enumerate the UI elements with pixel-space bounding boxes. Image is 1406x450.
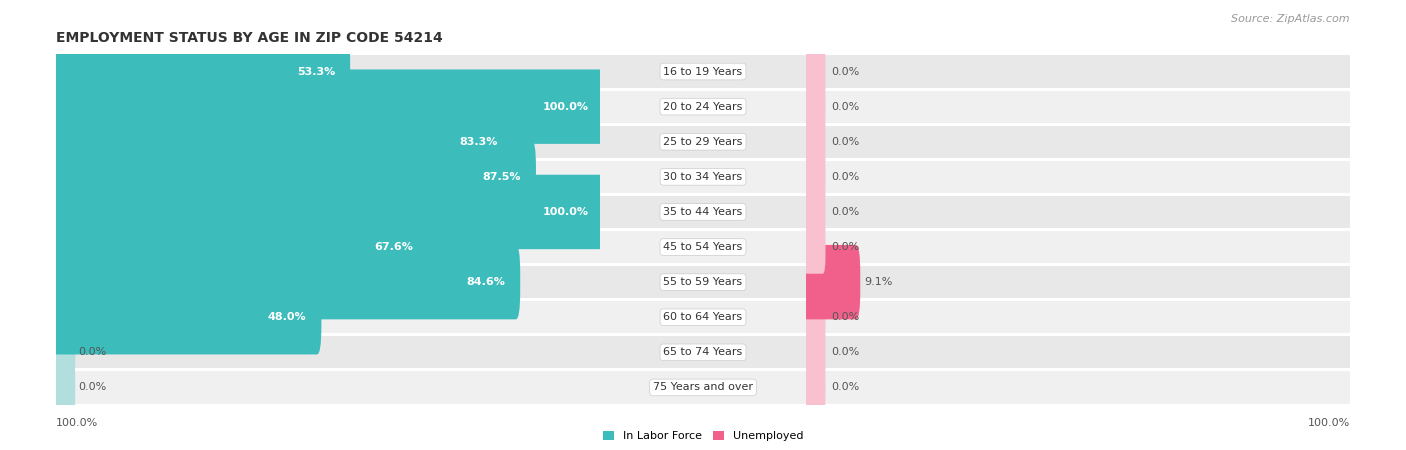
Text: 0.0%: 0.0%	[831, 242, 859, 252]
Bar	[807, 301, 1350, 333]
Bar	[599, 196, 807, 228]
FancyBboxPatch shape	[52, 104, 513, 179]
Bar	[599, 161, 807, 193]
FancyBboxPatch shape	[803, 245, 860, 320]
FancyBboxPatch shape	[804, 115, 825, 168]
Bar	[807, 371, 1350, 404]
FancyBboxPatch shape	[804, 220, 825, 274]
Bar	[56, 126, 599, 158]
Bar	[807, 336, 1350, 369]
Text: 0.0%: 0.0%	[831, 172, 859, 182]
Bar	[599, 231, 807, 263]
Bar	[56, 301, 599, 333]
Text: 9.1%: 9.1%	[865, 277, 893, 287]
Bar	[599, 301, 807, 333]
Bar	[599, 126, 807, 158]
Text: 0.0%: 0.0%	[831, 312, 859, 322]
Bar	[56, 336, 599, 369]
Text: 0.0%: 0.0%	[77, 347, 107, 357]
Bar	[56, 90, 599, 123]
Bar	[56, 196, 599, 228]
Text: 100.0%: 100.0%	[56, 418, 98, 428]
Text: 0.0%: 0.0%	[831, 67, 859, 76]
FancyBboxPatch shape	[52, 34, 350, 109]
FancyBboxPatch shape	[804, 361, 825, 414]
FancyBboxPatch shape	[52, 175, 603, 249]
FancyBboxPatch shape	[53, 361, 76, 414]
Bar	[807, 231, 1350, 263]
FancyBboxPatch shape	[53, 326, 76, 379]
Bar	[599, 371, 807, 404]
Text: 20 to 24 Years: 20 to 24 Years	[664, 102, 742, 112]
Bar	[599, 55, 807, 88]
Text: 67.6%: 67.6%	[374, 242, 412, 252]
Bar	[807, 90, 1350, 123]
Text: 0.0%: 0.0%	[77, 382, 107, 392]
Text: 83.3%: 83.3%	[460, 137, 498, 147]
FancyBboxPatch shape	[52, 210, 427, 284]
Bar	[807, 266, 1350, 298]
Bar	[807, 161, 1350, 193]
Bar	[807, 196, 1350, 228]
Text: 55 to 59 Years: 55 to 59 Years	[664, 277, 742, 287]
FancyBboxPatch shape	[52, 280, 322, 355]
Bar	[56, 55, 599, 88]
FancyBboxPatch shape	[52, 245, 520, 320]
Bar	[807, 126, 1350, 158]
Text: 0.0%: 0.0%	[831, 207, 859, 217]
Text: EMPLOYMENT STATUS BY AGE IN ZIP CODE 54214: EMPLOYMENT STATUS BY AGE IN ZIP CODE 542…	[56, 32, 443, 45]
Text: 53.3%: 53.3%	[297, 67, 335, 76]
Text: 75 Years and over: 75 Years and over	[652, 382, 754, 392]
Text: 0.0%: 0.0%	[831, 102, 859, 112]
Text: 0.0%: 0.0%	[831, 347, 859, 357]
Text: 48.0%: 48.0%	[267, 312, 307, 322]
Legend: In Labor Force, Unemployed: In Labor Force, Unemployed	[599, 428, 807, 445]
Bar	[599, 90, 807, 123]
FancyBboxPatch shape	[804, 326, 825, 379]
FancyBboxPatch shape	[804, 150, 825, 203]
Text: 87.5%: 87.5%	[482, 172, 520, 182]
Text: 45 to 54 Years: 45 to 54 Years	[664, 242, 742, 252]
Text: 65 to 74 Years: 65 to 74 Years	[664, 347, 742, 357]
Text: 100.0%: 100.0%	[543, 207, 589, 217]
Text: 60 to 64 Years: 60 to 64 Years	[664, 312, 742, 322]
FancyBboxPatch shape	[804, 291, 825, 344]
Text: 100.0%: 100.0%	[1308, 418, 1350, 428]
Text: 30 to 34 Years: 30 to 34 Years	[664, 172, 742, 182]
Text: 100.0%: 100.0%	[543, 102, 589, 112]
Text: Source: ZipAtlas.com: Source: ZipAtlas.com	[1232, 14, 1350, 23]
Bar	[56, 266, 599, 298]
Text: 25 to 29 Years: 25 to 29 Years	[664, 137, 742, 147]
Text: 35 to 44 Years: 35 to 44 Years	[664, 207, 742, 217]
Bar	[56, 231, 599, 263]
FancyBboxPatch shape	[52, 140, 536, 214]
FancyBboxPatch shape	[804, 45, 825, 98]
Bar	[56, 371, 599, 404]
Text: 84.6%: 84.6%	[467, 277, 505, 287]
FancyBboxPatch shape	[804, 80, 825, 133]
Text: 16 to 19 Years: 16 to 19 Years	[664, 67, 742, 76]
Bar	[599, 336, 807, 369]
Bar	[807, 55, 1350, 88]
Bar	[599, 266, 807, 298]
Text: 0.0%: 0.0%	[831, 137, 859, 147]
FancyBboxPatch shape	[804, 185, 825, 238]
FancyBboxPatch shape	[52, 69, 603, 144]
Text: 0.0%: 0.0%	[831, 382, 859, 392]
Bar	[56, 161, 599, 193]
